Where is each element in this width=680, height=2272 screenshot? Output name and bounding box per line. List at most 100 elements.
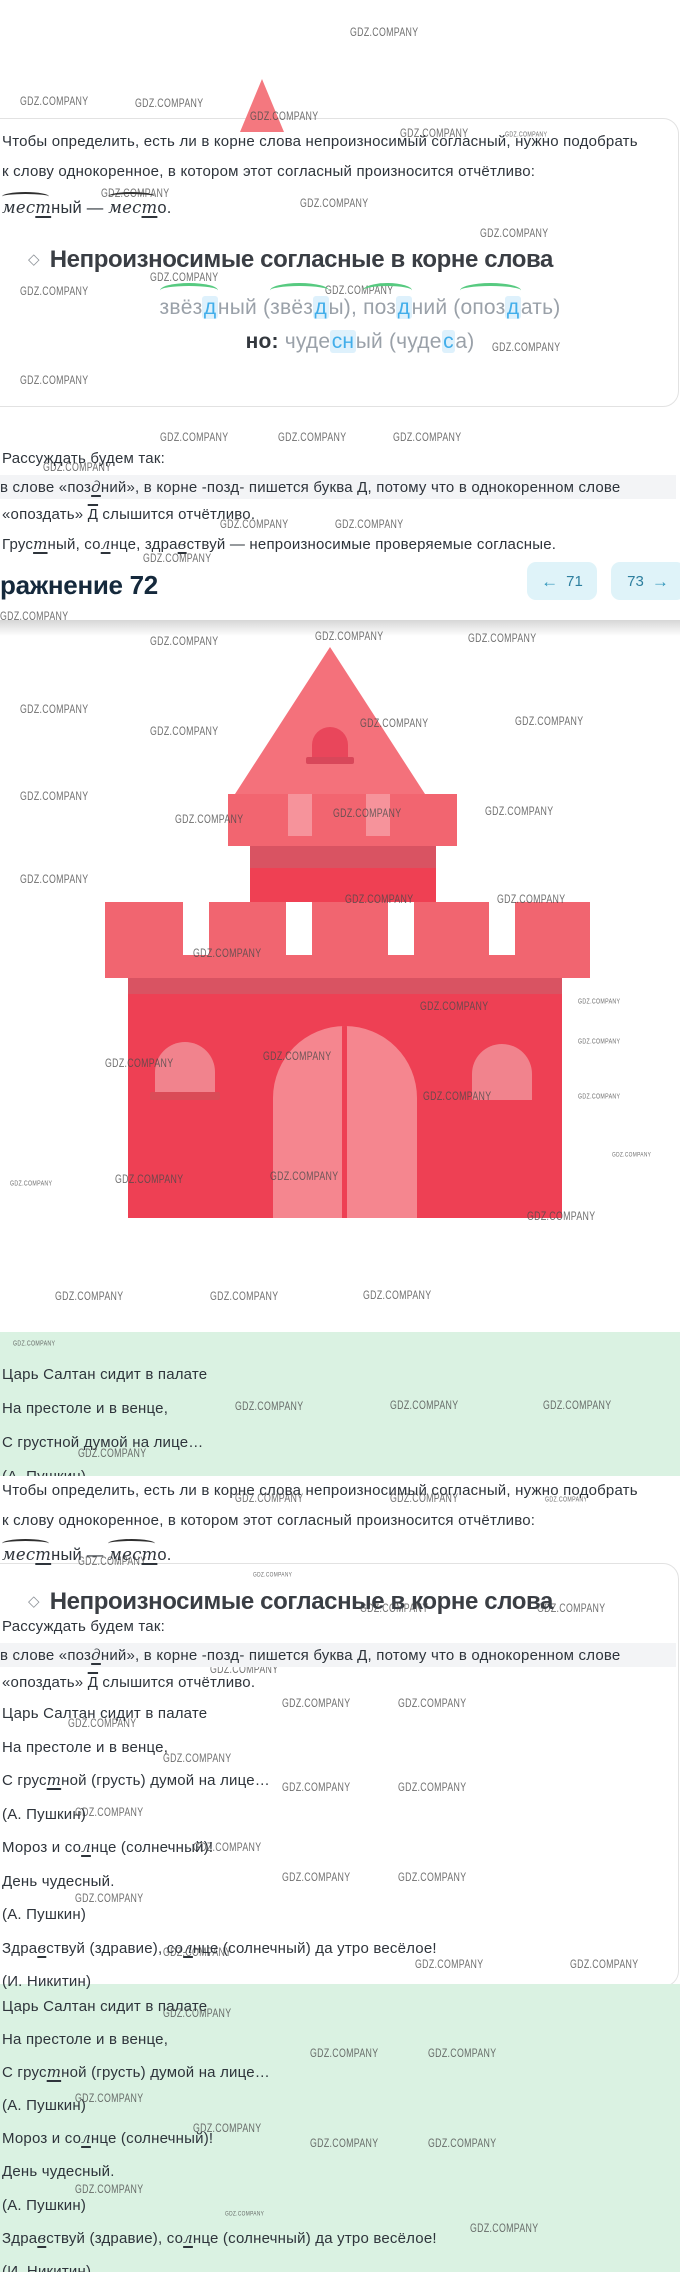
watermark: GDZ.COMPANY xyxy=(310,2137,379,2151)
wall-notch xyxy=(388,902,414,955)
root-arc: мест xyxy=(2,1539,52,1564)
reasoning2-line-2: «опоздать» Д слышится отчётливо. xyxy=(2,1674,256,1691)
watermark: GDZ.COMPANY xyxy=(363,1289,432,1303)
poem-line: Здравствуй (здравие), солнце (солнечный)… xyxy=(2,1938,437,1957)
watermark: GDZ.COMPANY xyxy=(282,1781,351,1795)
watermark: GDZ.COMPANY xyxy=(250,110,319,124)
watermark: GDZ.COMPANY xyxy=(235,1492,304,1506)
next-exercise-number: 73 xyxy=(627,572,644,590)
root-arc: позд xyxy=(363,283,412,319)
watermark: GDZ.COMPANY xyxy=(350,26,419,40)
watermark: GDZ.COMPANY xyxy=(545,1496,588,1504)
poem-line: (И. Никитин) xyxy=(2,2262,92,2272)
reasoning-line-2: «опоздать» Д слышится отчётливо. xyxy=(2,506,256,523)
poem-line: Здравствуй (здравие), солнце (солнечный)… xyxy=(2,2228,437,2247)
watermark: GDZ.COMPANY xyxy=(210,1290,279,1304)
spire-window-sill xyxy=(306,757,354,764)
watermark: GDZ.COMPANY xyxy=(150,635,219,649)
watermark: GDZ.COMPANY xyxy=(135,97,204,111)
castle-door xyxy=(273,1026,417,1218)
right-arrow-icon: → xyxy=(651,571,669,591)
watermark: GDZ.COMPANY xyxy=(497,893,566,907)
root-word-pair: местный — место. xyxy=(2,192,172,217)
root-arc: мест xyxy=(108,192,158,217)
watermark: GDZ.COMPANY xyxy=(20,374,89,388)
image-top-shadow xyxy=(0,620,680,636)
watermark: GDZ.COMPANY xyxy=(400,127,469,141)
intro-line-1: Чтобы определить, есть ли в корне слова … xyxy=(2,133,638,150)
watermark: GDZ.COMPANY xyxy=(163,1752,232,1766)
watermark: GDZ.COMPANY xyxy=(420,1000,489,1014)
poem-line: День чудесный. xyxy=(2,2163,115,2181)
intro-line-2: к слову однокоренное, в котором этот сог… xyxy=(2,163,536,180)
poem-line: (И. Никитин) xyxy=(2,1973,92,1990)
watermark: GDZ.COMPANY xyxy=(143,552,212,566)
watermark: GDZ.COMPANY xyxy=(282,1697,351,1711)
watermark: GDZ.COMPANY xyxy=(505,131,548,139)
door-divider xyxy=(342,1026,347,1218)
example-words-line-2: но: чудесный (чудеса) xyxy=(245,330,475,353)
watermark: GDZ.COMPANY xyxy=(20,790,89,804)
watermark: GDZ.COMPANY xyxy=(515,715,584,729)
wall-battlement xyxy=(105,902,590,978)
watermark: GDZ.COMPANY xyxy=(537,1602,606,1616)
watermark: GDZ.COMPANY xyxy=(68,1717,137,1731)
poem-line: (А. Пушкин) xyxy=(2,2196,87,2214)
watermark: GDZ.COMPANY xyxy=(543,1399,612,1413)
reasoning-note: Грустный, солнце, здравствуй — непроизно… xyxy=(2,535,557,553)
watermark: GDZ.COMPANY xyxy=(335,518,404,532)
root-arc: мест xyxy=(2,192,52,217)
tower-dark-band xyxy=(250,846,436,868)
reasoning2-line-1: в слове «поздний», в корне -позд- пишетс… xyxy=(0,1643,676,1667)
example-words-line-1: звёздный (звёзды), поздний (опоздать) xyxy=(159,283,561,319)
watermark: GDZ.COMPANY xyxy=(20,703,89,717)
reasoning2-intro: Рассуждать будем так: xyxy=(2,1618,165,1635)
wall-notch xyxy=(489,902,515,955)
poem-line: На престоле и в венце, xyxy=(2,1400,169,1417)
next-exercise-button[interactable]: 73 → xyxy=(611,562,680,600)
watermark: GDZ.COMPANY xyxy=(398,1871,467,1885)
watermark: GDZ.COMPANY xyxy=(310,2047,379,2061)
root-arc: звёзд xyxy=(270,283,329,319)
watermark: GDZ.COMPANY xyxy=(78,1447,147,1461)
watermark: GDZ.COMPANY xyxy=(360,717,429,731)
watermark: GDZ.COMPANY xyxy=(150,271,219,285)
poem-line: (А. Пушкин) xyxy=(2,1805,87,1823)
left-arrow-icon: ← xyxy=(541,571,559,591)
castle-roof-fragment xyxy=(240,79,284,132)
intro2-line-2: к слову однокоренное, в котором этот сог… xyxy=(2,1512,536,1529)
poem-line: Царь Салтан сидит в палате xyxy=(2,1998,208,2015)
watermark: GDZ.COMPANY xyxy=(235,1400,304,1414)
diamond-icon: ◇ xyxy=(28,1593,40,1610)
root-arc: опозд xyxy=(460,283,522,319)
watermark: GDZ.COMPANY xyxy=(20,95,89,109)
prev-exercise-button[interactable]: ← 71 xyxy=(527,562,597,600)
watermark: GDZ.COMPANY xyxy=(150,725,219,739)
watermark: GDZ.COMPANY xyxy=(43,461,112,475)
poem-line: С грустной думой на лице… xyxy=(2,1434,204,1451)
poem-line: С грустной (грусть) думой на лице… xyxy=(2,2063,270,2082)
poem-line: Мороз и солнце (солнечный)! xyxy=(2,2129,214,2148)
watermark: GDZ.COMPANY xyxy=(415,1958,484,1972)
poem-line: С грустной (грусть) думой на лице… xyxy=(2,1771,270,1789)
watermark: GDZ.COMPANY xyxy=(75,1806,144,1820)
watermark: GDZ.COMPANY xyxy=(345,893,414,907)
poem-line: (А. Пушкин) xyxy=(2,2097,87,2115)
watermark: GDZ.COMPANY xyxy=(393,431,462,445)
watermark: GDZ.COMPANY xyxy=(263,1050,332,1064)
reasoning-intro: Рассуждать будем так: xyxy=(2,450,165,467)
watermark: GDZ.COMPANY xyxy=(470,2222,539,2236)
root-arc: мест xyxy=(108,1539,158,1564)
watermark: GDZ.COMPANY xyxy=(253,1572,293,1579)
rule-heading-text: Непроизносимые согласные в корне слова xyxy=(49,246,554,273)
watermark: GDZ.COMPANY xyxy=(175,813,244,827)
watermark: GDZ.COMPANY xyxy=(270,1170,339,1184)
watermark: GDZ.COMPANY xyxy=(300,197,369,211)
watermark: GDZ.COMPANY xyxy=(278,431,347,445)
intro2-line-1: Чтобы определить, есть ли в корне слова … xyxy=(2,1482,638,1499)
poem-line: Царь Салтан сидит в палате xyxy=(2,1366,208,1383)
reasoning-line-1: в слове «поздний», в корне -позд- пишетс… xyxy=(0,475,676,499)
watermark: GDZ.COMPANY xyxy=(75,2092,144,2106)
rule-heading-2: ◇ Непроизносимые согласные в корне слова xyxy=(28,1588,553,1616)
poem-excerpt-box: Царь Салтан сидит в палате На престоле и … xyxy=(0,1332,680,1476)
